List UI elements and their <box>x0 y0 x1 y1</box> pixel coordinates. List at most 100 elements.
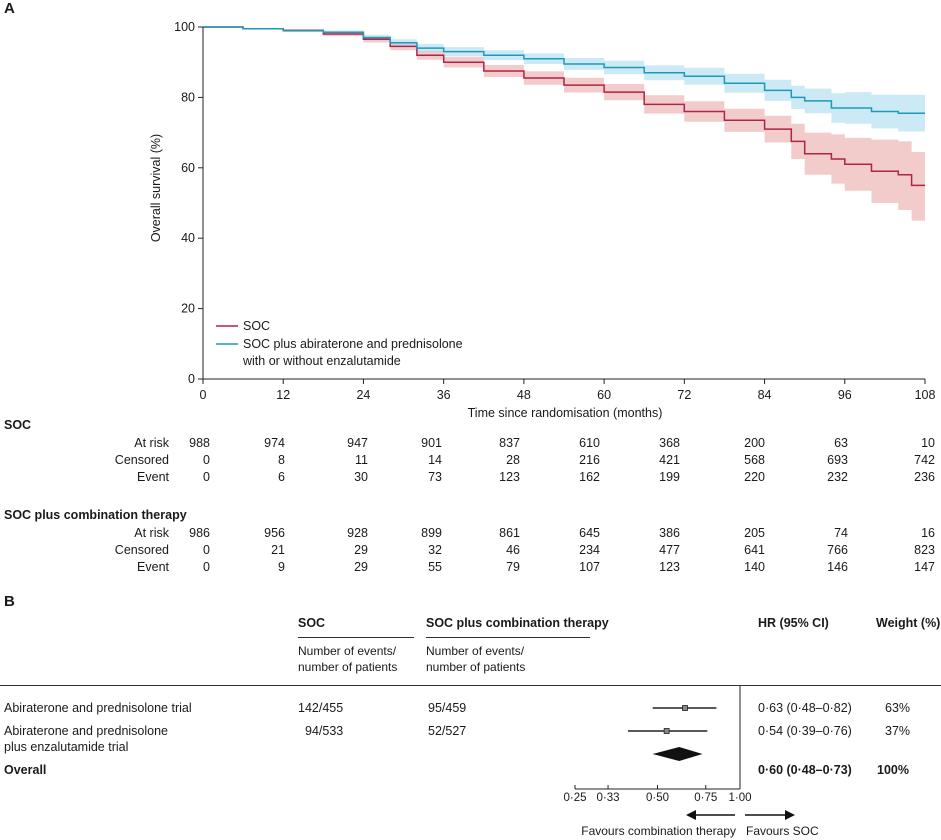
risk-cell: 10 <box>921 436 935 450</box>
risk-arm2-title: SOC plus combination therapy <box>4 508 187 522</box>
risk-cell: 974 <box>264 436 285 450</box>
x-tick-label: 48 <box>517 388 531 402</box>
legend-soc-label: SOC <box>243 319 270 333</box>
col-comb-sub-1: Number of events/ <box>426 644 525 658</box>
risk-cell: 766 <box>827 543 848 557</box>
risk-cell: 16 <box>921 526 935 540</box>
risk-cell: 107 <box>579 560 600 574</box>
risk-cell: 861 <box>499 526 520 540</box>
risk-cell: 236 <box>914 470 935 484</box>
y-tick-label: 80 <box>181 90 195 104</box>
forest-row-soc: 142/455 <box>298 701 344 715</box>
y-tick-label: 20 <box>181 302 195 316</box>
y-tick-label: 40 <box>181 231 195 245</box>
risk-row-label: At risk <box>134 436 169 450</box>
risk-cell: 9 <box>278 560 285 574</box>
risk-cell: 6 <box>278 470 285 484</box>
risk-cell: 63 <box>834 436 848 450</box>
forest-overall-diamond <box>652 747 703 761</box>
risk-cell: 123 <box>499 470 520 484</box>
forest-row-label: Abiraterone and prednisolone trial <box>4 701 192 715</box>
ci-band-series-1 <box>203 27 925 132</box>
risk-cell: 0 <box>203 453 210 467</box>
favours-right-arrowhead <box>785 810 795 820</box>
risk-row-label: Censored <box>114 453 169 467</box>
favours-right-label: Favours SOC <box>746 824 819 838</box>
x-tick-label: 96 <box>838 388 852 402</box>
risk-cell: 14 <box>428 453 442 467</box>
risk-cell: 147 <box>914 560 935 574</box>
risk-cell: 368 <box>659 436 680 450</box>
risk-cell: 21 <box>271 543 285 557</box>
forest-row-weight: 37% <box>885 724 911 738</box>
risk-row-label: At risk <box>134 526 169 540</box>
col-comb-sub: Number of events/ number of patients <box>426 643 525 675</box>
legend-comb-label-2: with or without enzalutamide <box>242 354 401 368</box>
forest-row-label: plus enzalutamide trial <box>4 740 129 754</box>
x-tick-label: 60 <box>597 388 611 402</box>
risk-cell: 162 <box>579 470 600 484</box>
risk-cell: 742 <box>914 453 935 467</box>
risk-row-label: Censored <box>114 543 169 557</box>
x-tick-label: 12 <box>276 388 290 402</box>
risk-cell: 200 <box>744 436 765 450</box>
risk-cell: 568 <box>744 453 765 467</box>
risk-cell: 899 <box>421 526 442 540</box>
table-divider <box>0 685 941 686</box>
x-tick-label: 72 <box>677 388 691 402</box>
x-tick-label: 24 <box>356 388 370 402</box>
risk-cell: 823 <box>914 543 935 557</box>
col-soc-sub: Number of events/ number of patients <box>298 643 397 675</box>
risk-cell: 837 <box>499 436 520 450</box>
risk-cell: 205 <box>744 526 765 540</box>
risk-cell: 199 <box>659 470 680 484</box>
risk-cell: 79 <box>506 560 520 574</box>
risk-cell: 645 <box>579 526 600 540</box>
forest-x-tick-label: 0·33 <box>597 792 620 804</box>
risk-cell: 46 <box>506 543 520 557</box>
col-soc-header: SOC <box>298 616 326 630</box>
x-axis-label: Time since randomisation (months) <box>468 406 663 420</box>
forest-x-tick-label: 0·50 <box>646 792 669 804</box>
col-soc-sub-1: Number of events/ <box>298 644 397 658</box>
risk-cell: 641 <box>744 543 765 557</box>
forest-row-comb: 52/527 <box>428 724 467 738</box>
forest-row-hr: 0·54 (0·39–0·76) <box>758 724 852 738</box>
forest-overall-weight: 100% <box>877 763 909 777</box>
risk-cell: 0 <box>203 560 210 574</box>
risk-cell: 0 <box>203 470 210 484</box>
ci-band-series-0 <box>203 27 925 221</box>
risk-cell: 146 <box>827 560 848 574</box>
col-soc-rule <box>298 637 414 638</box>
forest-row-comb: 95/459 <box>428 701 467 715</box>
risk-cell: 421 <box>659 453 680 467</box>
forest-overall-label: Overall <box>4 763 47 777</box>
survival-line-series-1 <box>203 26 925 114</box>
risk-cell: 947 <box>347 436 368 450</box>
y-tick-label: 100 <box>174 20 195 34</box>
col-comb-rule <box>426 637 590 638</box>
favours-left-label: Favours combination therapy <box>581 824 736 838</box>
risk-cell: 220 <box>744 470 765 484</box>
panel-a-letter: A <box>4 0 15 17</box>
forest-x-tick-label: 1·00 <box>728 792 751 804</box>
forest-point-estimate <box>663 728 670 734</box>
forest-row-soc: 94/533 <box>305 724 344 738</box>
risk-row-label: Event <box>137 560 169 574</box>
forest-row-label: Abiraterone and prednisolone <box>4 724 169 738</box>
risk-cell: 216 <box>579 453 600 467</box>
y-axis-label: Overall survival (%) <box>149 134 163 242</box>
x-tick-label: 0 <box>200 388 207 402</box>
risk-cell: 477 <box>659 543 680 557</box>
x-tick-label: 84 <box>758 388 772 402</box>
panel-b-letter: B <box>4 593 15 610</box>
col-soc-sub-2: number of patients <box>298 660 398 674</box>
risk-cell: 55 <box>428 560 442 574</box>
risk-cell: 610 <box>579 436 600 450</box>
col-hr-header: HR (95% CI) <box>758 616 829 630</box>
x-tick-label: 108 <box>915 388 936 402</box>
risk-cell: 30 <box>354 470 368 484</box>
risk-cell: 28 <box>506 453 520 467</box>
risk-cell: 32 <box>428 543 442 557</box>
risk-cell: 140 <box>744 560 765 574</box>
